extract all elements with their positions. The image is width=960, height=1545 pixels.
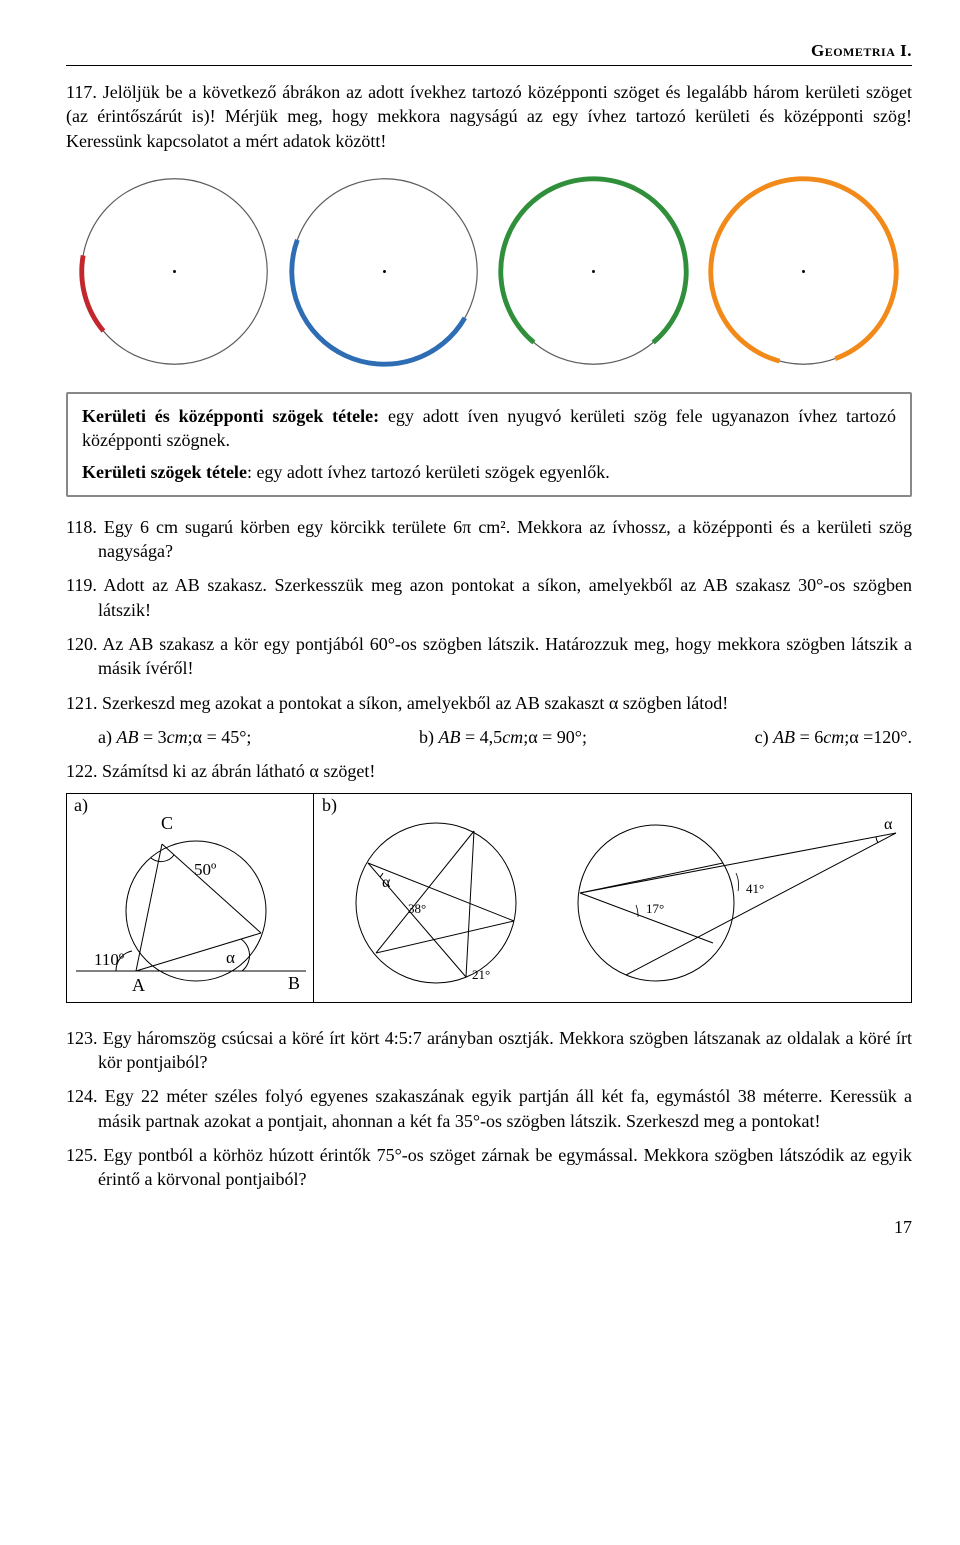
problem-121-options: a) AB = 3cm;α = 45°; b) AB = 4,5cm;α = 9…: [66, 725, 912, 749]
label-A: A: [132, 975, 145, 995]
label-b: b): [322, 795, 337, 816]
circle-1: [72, 169, 277, 374]
problem-number: 118.: [66, 517, 97, 537]
label-alpha-c: α: [884, 816, 893, 833]
label-alpha-a: α: [226, 948, 235, 967]
problem-number: 122.: [66, 761, 98, 781]
problem-number: 119.: [66, 575, 97, 595]
problem-119: 119. Adott az AB szakasz. Szerkesszük me…: [66, 573, 912, 622]
problem-text: Egy pontból a körhöz húzott érintők 75°-…: [98, 1145, 912, 1189]
circle-2: [282, 169, 487, 374]
problem-text: Az AB szakasz a kör egy pontjából 60°-os…: [98, 634, 912, 678]
diagram-b-right: 17° 41° α: [578, 816, 896, 981]
label-17: 17°: [646, 901, 664, 916]
circle-3: [491, 169, 696, 374]
problem-text: Jelöljük be a következő ábrákon az adott…: [66, 82, 912, 151]
problem-number: 124.: [66, 1086, 98, 1106]
label-110: 110º: [94, 950, 124, 969]
problem-text: Egy 6 cm sugarú körben egy körcikk terül…: [98, 517, 912, 561]
label-a: a): [74, 795, 88, 816]
problem-number: 125.: [66, 1145, 98, 1165]
page-number: 17: [66, 1215, 912, 1239]
problem-number: 123.: [66, 1028, 98, 1048]
problem-number: 117.: [66, 82, 97, 102]
option-c: c) AB = 6cm;α =120°.: [755, 725, 912, 749]
problem-text: Számítsd ki az ábrán látható α szöget!: [102, 761, 375, 781]
problem-117: 117. Jelöljük be a következő ábrákon az …: [66, 80, 912, 153]
problem-125: 125. Egy pontból a körhöz húzott érintők…: [66, 1143, 912, 1192]
circles-figure: [66, 169, 912, 374]
theorem-line-2: Kerületi szögek tétele: egy adott ívhez …: [82, 460, 896, 484]
theorem-title-1: Kerületi és középponti szögek tétele:: [82, 406, 379, 426]
theorem-text-2: : egy adott ívhez tartozó kerületi szöge…: [247, 462, 610, 482]
diagram-b-left: α 38° 21°: [356, 823, 516, 983]
label-38: 38°: [408, 901, 426, 916]
problem-124: 124. Egy 22 méter széles folyó egyenes s…: [66, 1084, 912, 1133]
theorem-line-1: Kerületi és középponti szögek tétele: eg…: [82, 404, 896, 453]
option-a: a) AB = 3cm;α = 45°;: [98, 725, 251, 749]
problem-text: Egy 22 méter széles folyó egyenes szakas…: [98, 1086, 912, 1130]
label-alpha-b: α: [382, 874, 391, 891]
running-head: Geometria I.: [66, 40, 912, 63]
diagram-a: C 50º 110º α A B: [76, 813, 306, 995]
label-C: C: [161, 813, 173, 833]
problem-118: 118. Egy 6 cm sugarú körben egy körcikk …: [66, 515, 912, 564]
top-rule: [66, 65, 912, 66]
theorem-box: Kerületi és középponti szögek tétele: eg…: [66, 392, 912, 497]
theorem-title-2: Kerületi szögek tétele: [82, 462, 247, 482]
problem-text: Egy háromszög csúcsai a köré írt kört 4:…: [98, 1028, 912, 1072]
diagrams-122: a) b) C 50º 110º α A B α: [66, 793, 912, 1009]
label-B: B: [288, 973, 300, 993]
label-41: 41°: [746, 881, 764, 896]
problem-123: 123. Egy háromszög csúcsai a köré írt kö…: [66, 1026, 912, 1075]
problem-number: 121.: [66, 693, 98, 713]
problem-122: 122. Számítsd ki az ábrán látható α szög…: [66, 759, 912, 783]
problem-text: Szerkeszd meg azokat a pontokat a síkon,…: [102, 693, 728, 713]
circle-4: [701, 169, 906, 374]
diagram-122-svg: a) b) C 50º 110º α A B α: [66, 793, 912, 1003]
problem-121: 121. Szerkeszd meg azokat a pontokat a s…: [66, 691, 912, 715]
label-50: 50º: [194, 860, 216, 879]
label-21: 21°: [472, 967, 490, 982]
option-b: b) AB = 4,5cm;α = 90°;: [419, 725, 587, 749]
problem-number: 120.: [66, 634, 98, 654]
problem-text: Adott az AB szakasz. Szerkesszük meg azo…: [98, 575, 912, 619]
problem-120: 120. Az AB szakasz a kör egy pontjából 6…: [66, 632, 912, 681]
